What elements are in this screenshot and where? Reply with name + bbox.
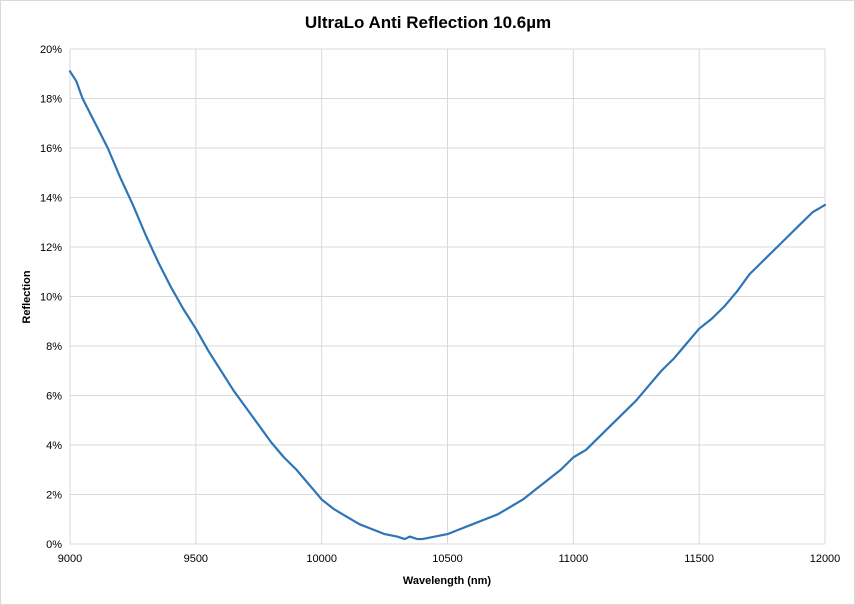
y-tick-label: 8% xyxy=(46,341,62,353)
y-tick-label: 20% xyxy=(40,44,62,56)
y-tick-label: 14% xyxy=(40,193,62,205)
y-tick-label: 6% xyxy=(46,391,62,403)
y-tick-label: 0% xyxy=(46,539,62,551)
y-tick-label: 4% xyxy=(46,440,62,452)
y-tick-label: 18% xyxy=(40,94,62,106)
x-tick-label: 9500 xyxy=(184,553,208,565)
gridlines xyxy=(69,48,826,545)
y-axis-title: Reflection xyxy=(21,270,33,323)
y-tick-label: 2% xyxy=(46,490,62,502)
y-tick-label: 12% xyxy=(40,242,62,254)
x-tick-label: 10500 xyxy=(432,553,463,565)
x-tick-labels: 9000 9500 10000 10500 11000 11500 12000 xyxy=(58,553,841,565)
x-tick-label: 12000 xyxy=(810,553,841,565)
y-tick-label: 10% xyxy=(40,292,62,304)
series-layer xyxy=(68,70,827,541)
chart-title: UltraLo Anti Reflection 10.6µm xyxy=(305,13,551,32)
x-tick-label: 9000 xyxy=(58,553,82,565)
reflection-series-line xyxy=(68,70,827,541)
y-tick-labels: 0% 2% 4% 6% 8% 10% 12% 14% 16% 18% 20% xyxy=(40,44,62,551)
x-tick-label: 11000 xyxy=(558,553,588,565)
x-tick-label: 11500 xyxy=(684,553,714,565)
x-tick-label: 10000 xyxy=(306,553,337,565)
x-axis-title: Wavelength (nm) xyxy=(403,575,492,587)
y-tick-label: 16% xyxy=(40,143,62,155)
